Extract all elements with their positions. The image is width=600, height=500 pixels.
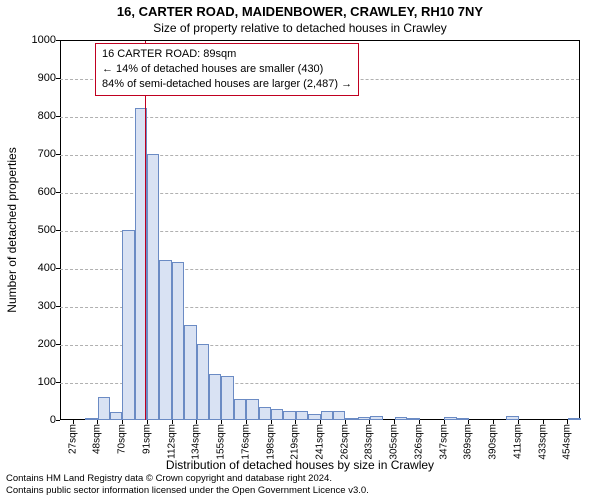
histogram-bar (209, 374, 221, 420)
histogram-bar (98, 397, 110, 420)
x-tick-label: 390sqm (488, 424, 499, 460)
histogram-bar (321, 411, 333, 421)
x-tick-label: 241sqm (315, 424, 326, 460)
credits-line-2: Contains public sector information licen… (6, 485, 369, 497)
histogram-bar (234, 399, 246, 420)
y-axis-ticks: 01002003004005006007008009001000 (0, 40, 60, 420)
histogram-bar (333, 411, 345, 421)
x-tick-label: 155sqm (216, 424, 227, 460)
x-tick-label: 48sqm (92, 424, 103, 454)
x-tick-label: 411sqm (512, 424, 523, 459)
title-subtitle: Size of property relative to detached ho… (0, 21, 600, 35)
x-tick-label: 433sqm (537, 424, 548, 460)
credits-line-1: Contains HM Land Registry data © Crown c… (6, 473, 369, 485)
y-tick-label: 800 (6, 110, 56, 122)
x-tick-label: 91sqm (141, 424, 152, 454)
plot-area (60, 40, 580, 420)
histogram-bar (159, 260, 171, 420)
x-tick-label: 27sqm (67, 424, 78, 454)
y-tick-label: 600 (6, 186, 56, 198)
info-callout-box: 16 CARTER ROAD: 89sqm ← 14% of detached … (95, 43, 359, 96)
y-tick-label: 400 (6, 262, 56, 274)
y-tick-label: 100 (6, 376, 56, 388)
y-tick-label: 1000 (6, 34, 56, 46)
histogram-bar (296, 411, 308, 421)
chart-container: 16, CARTER ROAD, MAIDENBOWER, CRAWLEY, R… (0, 0, 600, 500)
x-tick-label: 134sqm (191, 424, 202, 460)
y-tick-label: 500 (6, 224, 56, 236)
x-tick-label: 347sqm (438, 424, 449, 460)
y-tick-label: 900 (6, 72, 56, 84)
x-tick-label: 219sqm (290, 424, 301, 460)
histogram-bar (259, 407, 271, 420)
x-tick-label: 112sqm (166, 424, 177, 459)
histogram-bar (246, 399, 258, 420)
histogram-bar (271, 409, 283, 420)
x-tick-label: 454sqm (562, 424, 573, 460)
histogram-bar (221, 376, 233, 420)
info-line-3: 84% of semi-detached houses are larger (… (102, 77, 352, 92)
histogram-bar (110, 412, 122, 420)
histogram-bar (283, 411, 295, 421)
x-tick-label: 176sqm (240, 424, 251, 460)
x-tick-label: 262sqm (339, 424, 350, 460)
info-line-1: 16 CARTER ROAD: 89sqm (102, 47, 352, 62)
title-address: 16, CARTER ROAD, MAIDENBOWER, CRAWLEY, R… (0, 4, 600, 19)
x-tick-label: 326sqm (413, 424, 424, 460)
x-axis-label: Distribution of detached houses by size … (0, 458, 600, 472)
x-tick-label: 198sqm (265, 424, 276, 460)
y-tick-label: 0 (6, 414, 56, 426)
credits: Contains HM Land Registry data © Crown c… (6, 473, 369, 497)
histogram-bar (184, 325, 196, 420)
histogram-bar (122, 230, 134, 420)
histogram-bar (147, 154, 159, 420)
x-tick-label: 305sqm (389, 424, 400, 460)
y-tick-label: 300 (6, 300, 56, 312)
marker-line (145, 41, 146, 420)
info-line-2: ← 14% of detached houses are smaller (43… (102, 62, 352, 77)
y-tick-label: 700 (6, 148, 56, 160)
histogram-bar (172, 262, 184, 420)
x-tick-label: 369sqm (463, 424, 474, 460)
histogram-bar (197, 344, 209, 420)
x-tick-label: 283sqm (364, 424, 375, 460)
y-tick-label: 200 (6, 338, 56, 350)
x-tick-label: 70sqm (117, 424, 128, 454)
